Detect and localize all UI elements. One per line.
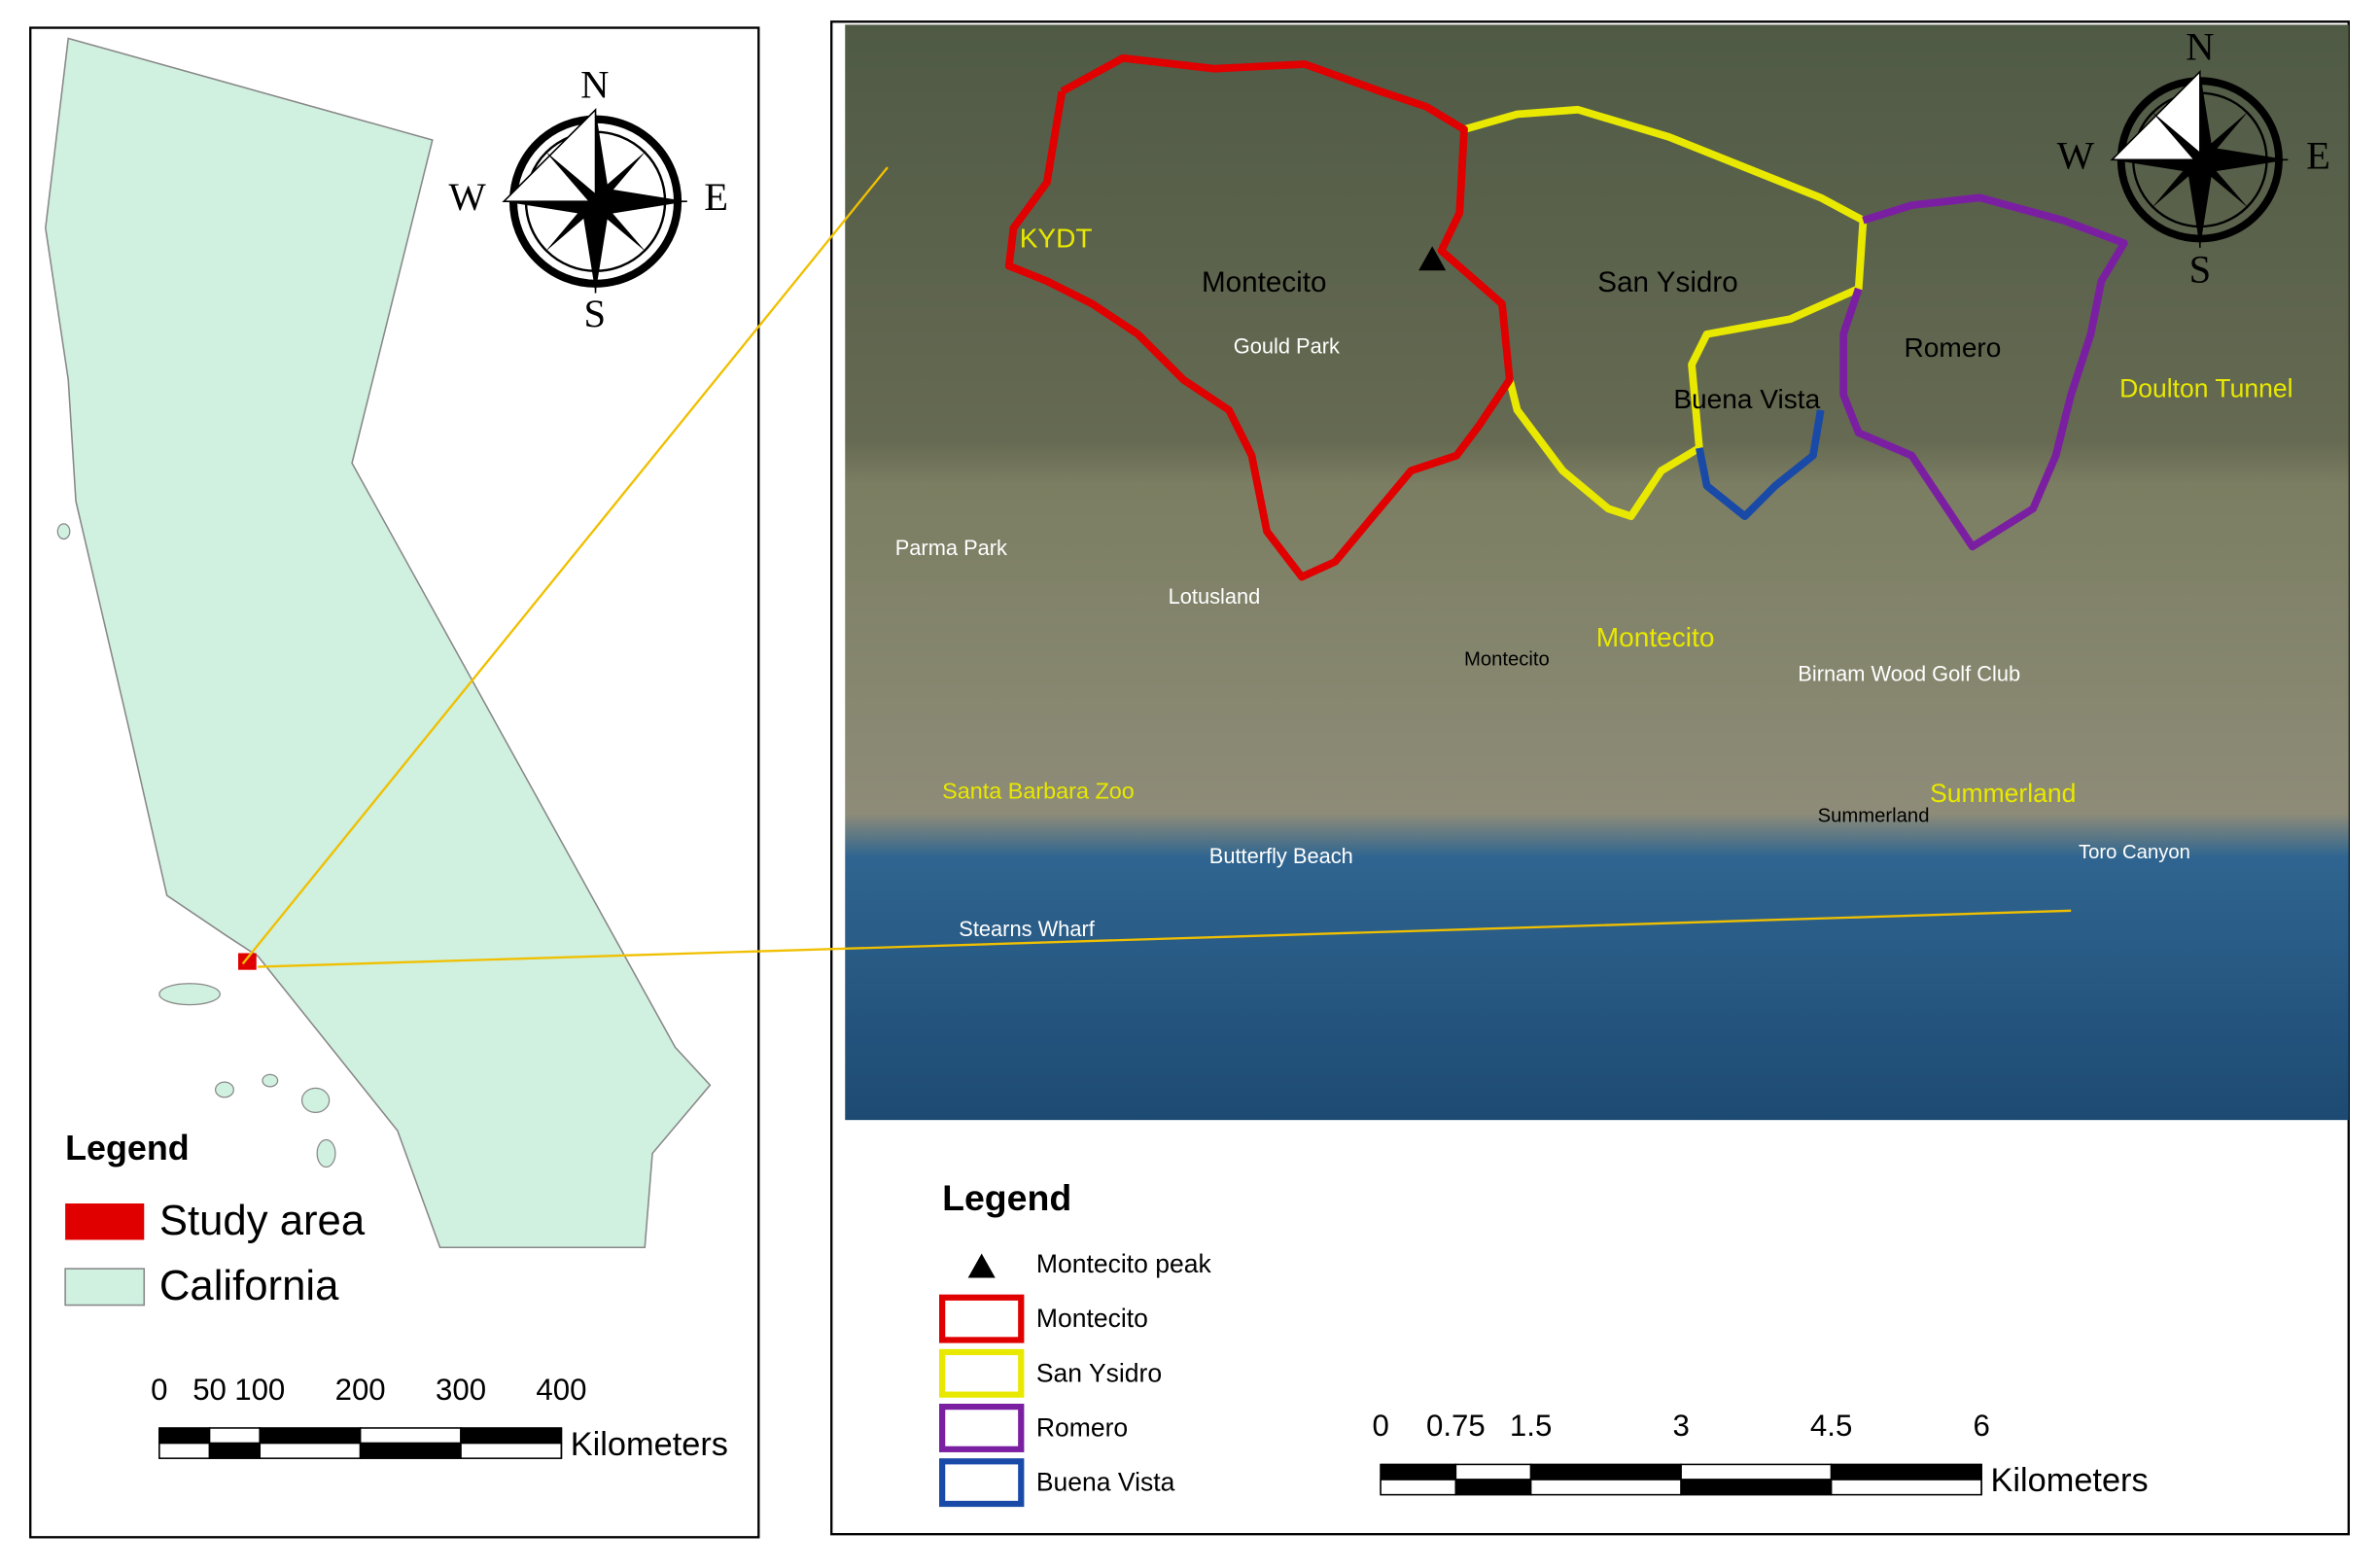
compass-n: N	[580, 62, 609, 106]
scale-label: 0	[151, 1373, 167, 1407]
map-label: Romero	[1905, 332, 2002, 363]
legend-swatch	[64, 1268, 146, 1307]
scale-segment	[1380, 1463, 1457, 1481]
scale-label: 6	[1973, 1409, 1989, 1443]
peak-marker	[1418, 246, 1447, 271]
map-label: Montecito	[1464, 649, 1550, 671]
scale-segment	[1380, 1479, 1457, 1496]
scale-segment	[1454, 1463, 1532, 1481]
scale-segment	[359, 1442, 462, 1459]
watersheds	[1004, 53, 2128, 581]
scale-segment	[460, 1442, 563, 1459]
legend-swatch	[65, 1203, 145, 1240]
satellite-image	[845, 24, 2349, 1121]
scale-label: 50	[192, 1373, 227, 1407]
map-label: Birnam Wood Golf Club	[1798, 662, 2020, 686]
legend-item: Romero	[1036, 1413, 1128, 1443]
legend-item: California	[159, 1262, 339, 1309]
map-label: San Ysidro	[1597, 266, 1737, 298]
map-label: Summerland	[1930, 779, 2076, 808]
scale-segment	[208, 1442, 262, 1459]
legend-item: Montecito peak	[1036, 1249, 1212, 1278]
connectors	[241, 166, 2072, 968]
california	[45, 37, 712, 1249]
legend-item: Montecito	[1036, 1304, 1148, 1333]
scale-segment	[359, 1427, 462, 1445]
map-label: Toro Canyon	[2079, 842, 2190, 863]
scale-label: 4.5	[1810, 1409, 1852, 1443]
scale-segment	[1830, 1463, 1982, 1481]
scale-segment	[208, 1427, 262, 1445]
scale-label: 200	[335, 1373, 386, 1407]
scale-label: 300	[436, 1373, 486, 1407]
study-area-marker	[238, 953, 257, 970]
compass-s: S	[583, 292, 606, 335]
map-label: Montecito	[1596, 622, 1715, 652]
map-label: Buena Vista	[1673, 384, 1820, 414]
legend-item: San Ysidro	[1036, 1358, 1162, 1387]
map-label: Butterfly Beach	[1209, 844, 1353, 868]
compass-w: W	[2057, 134, 2095, 178]
scale-label: 0	[1372, 1409, 1388, 1443]
legend-item: Buena Vista	[1036, 1468, 1175, 1497]
scale-segment	[1454, 1479, 1532, 1496]
legend-swatches	[939, 1294, 1025, 1508]
compass-e: E	[2306, 134, 2330, 178]
scale-unit: Kilometers	[571, 1426, 728, 1463]
compass-e: E	[704, 175, 728, 219]
scale-label: 0.75	[1426, 1409, 1486, 1443]
compass-s: S	[2189, 248, 2212, 292]
map-label: Summerland	[1818, 805, 1930, 826]
scale-segment	[1680, 1479, 1833, 1496]
scale-segment	[1529, 1479, 1682, 1496]
legend-symbol	[967, 1253, 996, 1278]
map-label: Montecito	[1202, 266, 1327, 298]
compass-w: W	[449, 175, 487, 219]
legend-title: Legend	[65, 1129, 190, 1167]
map-label: Santa Barbara Zoo	[942, 778, 1135, 803]
legend-title: Legend	[942, 1177, 1071, 1218]
scale-segment	[1680, 1463, 1833, 1481]
scale-segment	[158, 1427, 211, 1445]
map-label: Stearns Wharf	[959, 917, 1095, 941]
scale-segment	[259, 1442, 362, 1459]
compass-n: N	[2186, 24, 2214, 68]
scale-segment	[1529, 1463, 1682, 1481]
map-label: Lotusland	[1169, 584, 1261, 609]
scale-label: 1.5	[1510, 1409, 1552, 1443]
scale-segment	[1830, 1479, 1982, 1496]
scale-label: 100	[234, 1373, 285, 1407]
scale-label: 3	[1672, 1409, 1689, 1443]
map-label: Doulton Tunnel	[2119, 374, 2292, 403]
scale-label: 400	[536, 1373, 586, 1407]
scale-segment	[460, 1427, 563, 1445]
legend-item: Study area	[159, 1197, 366, 1244]
scale-segment	[259, 1427, 362, 1445]
scale-unit: Kilometers	[1990, 1462, 2148, 1499]
scale-segment	[158, 1442, 211, 1459]
islands	[56, 523, 336, 1168]
map-label: Gould Park	[1234, 334, 1340, 359]
map-label: KYDT	[1020, 223, 1093, 253]
map-label: Parma Park	[895, 536, 1007, 560]
